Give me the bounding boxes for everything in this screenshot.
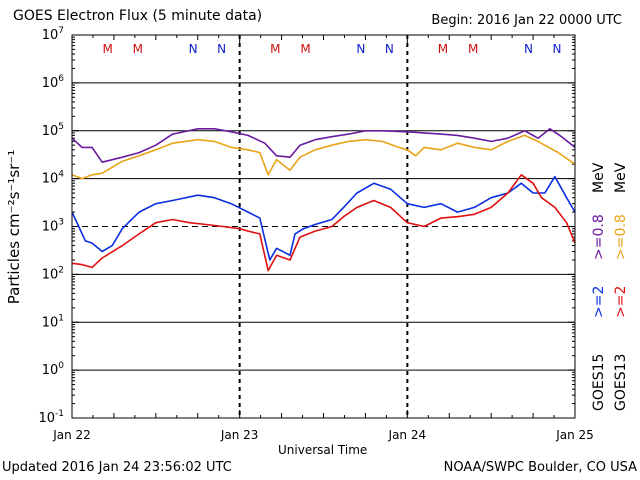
y-tick-base: 10 xyxy=(42,315,59,330)
y-tick-label: 107 xyxy=(42,26,64,43)
y-tick-exponent: 7 xyxy=(58,26,64,36)
orbit-marker: M xyxy=(133,42,143,56)
y-tick-label: 10-1 xyxy=(38,409,64,426)
x-tick-label: Jan 23 xyxy=(220,428,259,442)
x-tick-label: Jan 24 xyxy=(388,428,427,442)
updated-timestamp: Updated 2016 Jan 24 23:56:02 UTC xyxy=(2,460,232,475)
y-tick-label: 103 xyxy=(42,218,64,235)
orbit-marker: N xyxy=(385,42,394,56)
orbit-marker: N xyxy=(553,42,562,56)
legend-unit: MeV xyxy=(613,162,629,193)
y-tick-exponent: 6 xyxy=(58,74,64,84)
plot-frame xyxy=(71,34,576,419)
orbit-marker: N xyxy=(524,42,533,56)
x-tick-label: Jan 22 xyxy=(52,428,91,442)
y-tick-exponent: 1 xyxy=(58,313,64,323)
y-tick-label: 102 xyxy=(42,265,64,282)
orbit-marker: M xyxy=(438,42,448,56)
orbit-marker: M xyxy=(270,42,280,56)
y-tick-base: 10 xyxy=(42,267,59,282)
y-tick-label: 105 xyxy=(42,122,64,139)
orbit-marker: N xyxy=(189,42,198,56)
orbit-marker: M xyxy=(300,42,310,56)
legend-goes13: GOES13 xyxy=(613,354,629,411)
y-tick-base: 10 xyxy=(42,172,59,187)
legend-unit: MeV xyxy=(591,162,607,193)
begin-time-label: Begin: 2016 Jan 22 0000 UTC xyxy=(431,13,622,28)
credit-label: NOAA/SWPC Boulder, CO USA xyxy=(443,460,637,475)
y-tick-label: 104 xyxy=(42,170,65,187)
legend-goes15: GOES15 xyxy=(591,354,607,411)
legend-goes13-08mev: >=0.8 xyxy=(613,214,629,260)
legend-goes15-08mev: >=0.8 xyxy=(591,214,607,260)
y-tick-exponent: 2 xyxy=(58,265,64,275)
y-tick-exponent: 0 xyxy=(58,361,64,371)
series-line-0 xyxy=(71,128,576,163)
y-tick-base: 10 xyxy=(38,411,55,426)
y-tick-base: 10 xyxy=(42,76,59,91)
series-lines xyxy=(71,128,576,272)
y-tick-exponent: 5 xyxy=(58,122,64,132)
series-line-1 xyxy=(71,134,576,180)
y-tick-label: 106 xyxy=(42,74,65,91)
y-tick-base: 10 xyxy=(42,28,59,43)
y-tick-label: 101 xyxy=(42,313,64,330)
plot-border xyxy=(71,34,576,419)
x-axis-title: Universal Time xyxy=(278,443,368,457)
y-tick-base: 10 xyxy=(42,363,59,378)
legend-goes13-2mev: >=2 xyxy=(613,286,629,318)
y-tick-base: 10 xyxy=(42,220,59,235)
y-tick-exponent: 4 xyxy=(58,170,64,180)
y-tick-exponent: 3 xyxy=(58,218,64,228)
y-tick-base: 10 xyxy=(42,124,59,139)
series-line-3 xyxy=(71,174,576,272)
x-tick-label: Jan 25 xyxy=(555,428,594,442)
y-axis-title: Particles cm⁻²s⁻¹sr⁻¹ xyxy=(5,150,23,304)
y-tick-exponent: -1 xyxy=(55,409,64,419)
orbit-marker: M xyxy=(102,42,112,56)
grid-lines xyxy=(71,34,576,419)
legend-goes15-2mev: >=2 xyxy=(591,286,607,318)
orbit-marker: N xyxy=(217,42,226,56)
orbit-marker: M xyxy=(468,42,478,56)
series-line-2 xyxy=(71,175,576,261)
y-tick-label: 100 xyxy=(42,361,65,378)
chart-title: GOES Electron Flux (5 minute data) xyxy=(13,8,263,24)
orbit-marker: N xyxy=(356,42,365,56)
